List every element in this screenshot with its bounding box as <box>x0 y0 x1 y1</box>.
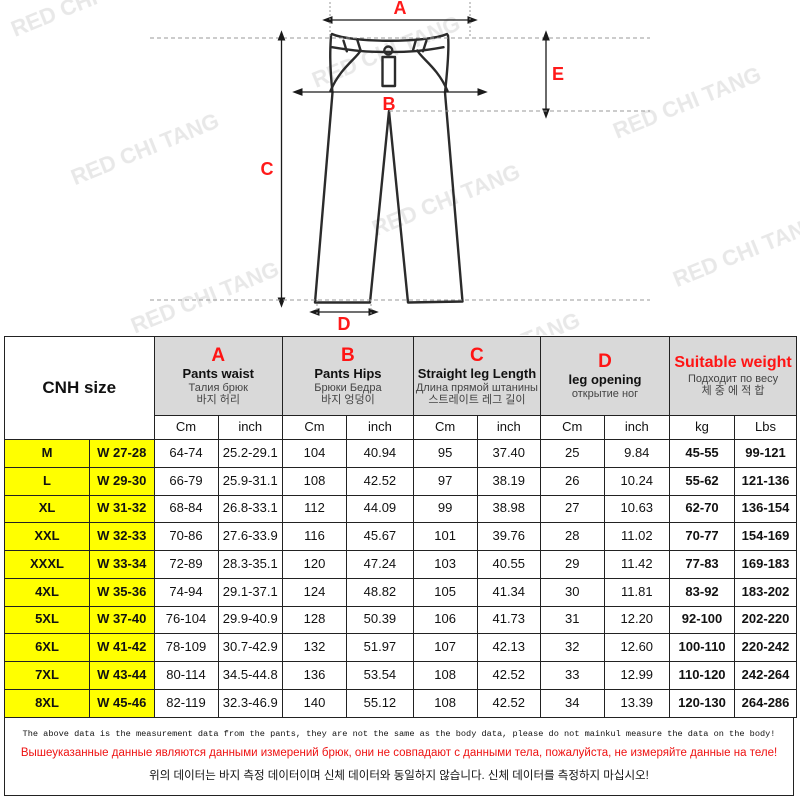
svg-text:B: B <box>383 94 396 114</box>
svg-text:D: D <box>338 314 351 334</box>
svg-text:A: A <box>394 0 407 18</box>
svg-text:C: C <box>261 159 274 179</box>
svg-text:E: E <box>552 64 564 84</box>
